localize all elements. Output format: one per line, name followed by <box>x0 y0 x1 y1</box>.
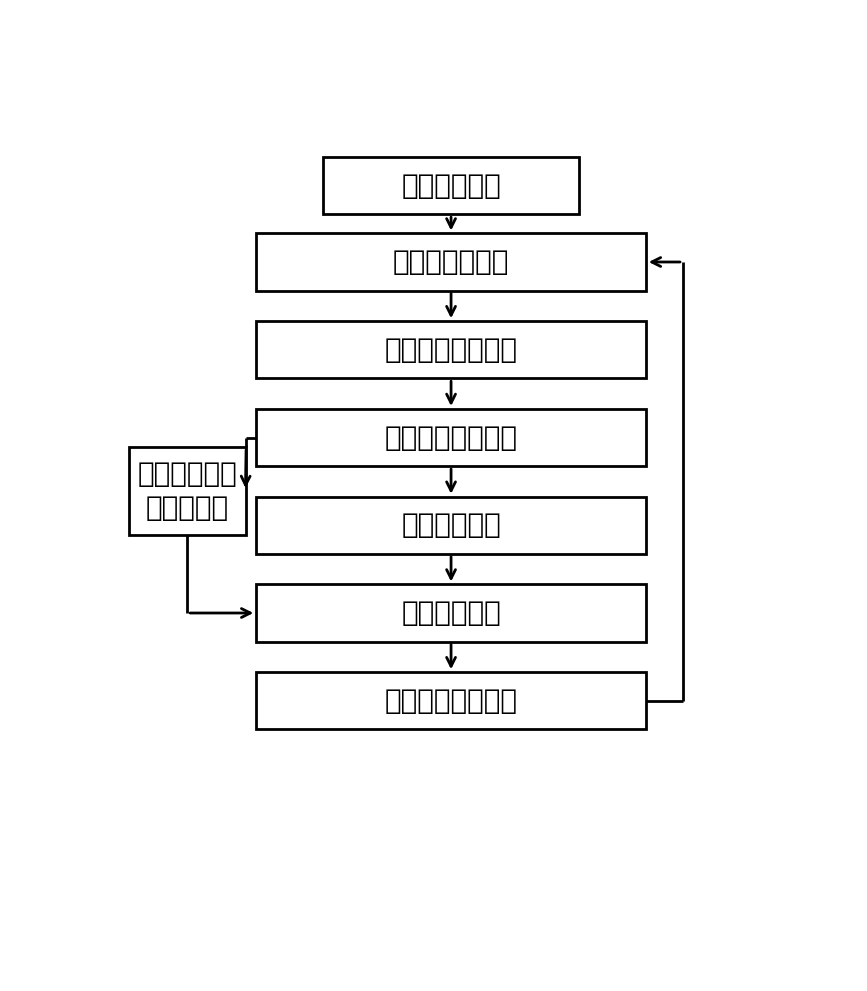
Text: 单径优先判断模块: 单径优先判断模块 <box>385 423 518 452</box>
Text: 波束搜索模块: 波束搜索模块 <box>401 171 501 200</box>
Bar <box>257 585 646 641</box>
Text: 单径用户波束
束分配模块: 单径用户波束 束分配模块 <box>138 460 238 522</box>
Bar <box>257 233 646 290</box>
Bar <box>257 496 646 554</box>
Bar <box>257 321 646 379</box>
Text: 波束分配模块: 波束分配模块 <box>401 511 501 539</box>
Text: 调整更新模块: 调整更新模块 <box>401 599 501 627</box>
Text: 路径数目判断模块: 路径数目判断模块 <box>385 336 518 364</box>
Bar <box>257 409 646 466</box>
Bar <box>128 447 246 535</box>
Text: 初始化选取模块: 初始化选取模块 <box>393 248 509 276</box>
Bar <box>323 157 579 214</box>
Bar <box>257 672 646 729</box>
Text: 循环终止判断模块: 循环终止判断模块 <box>385 687 518 715</box>
